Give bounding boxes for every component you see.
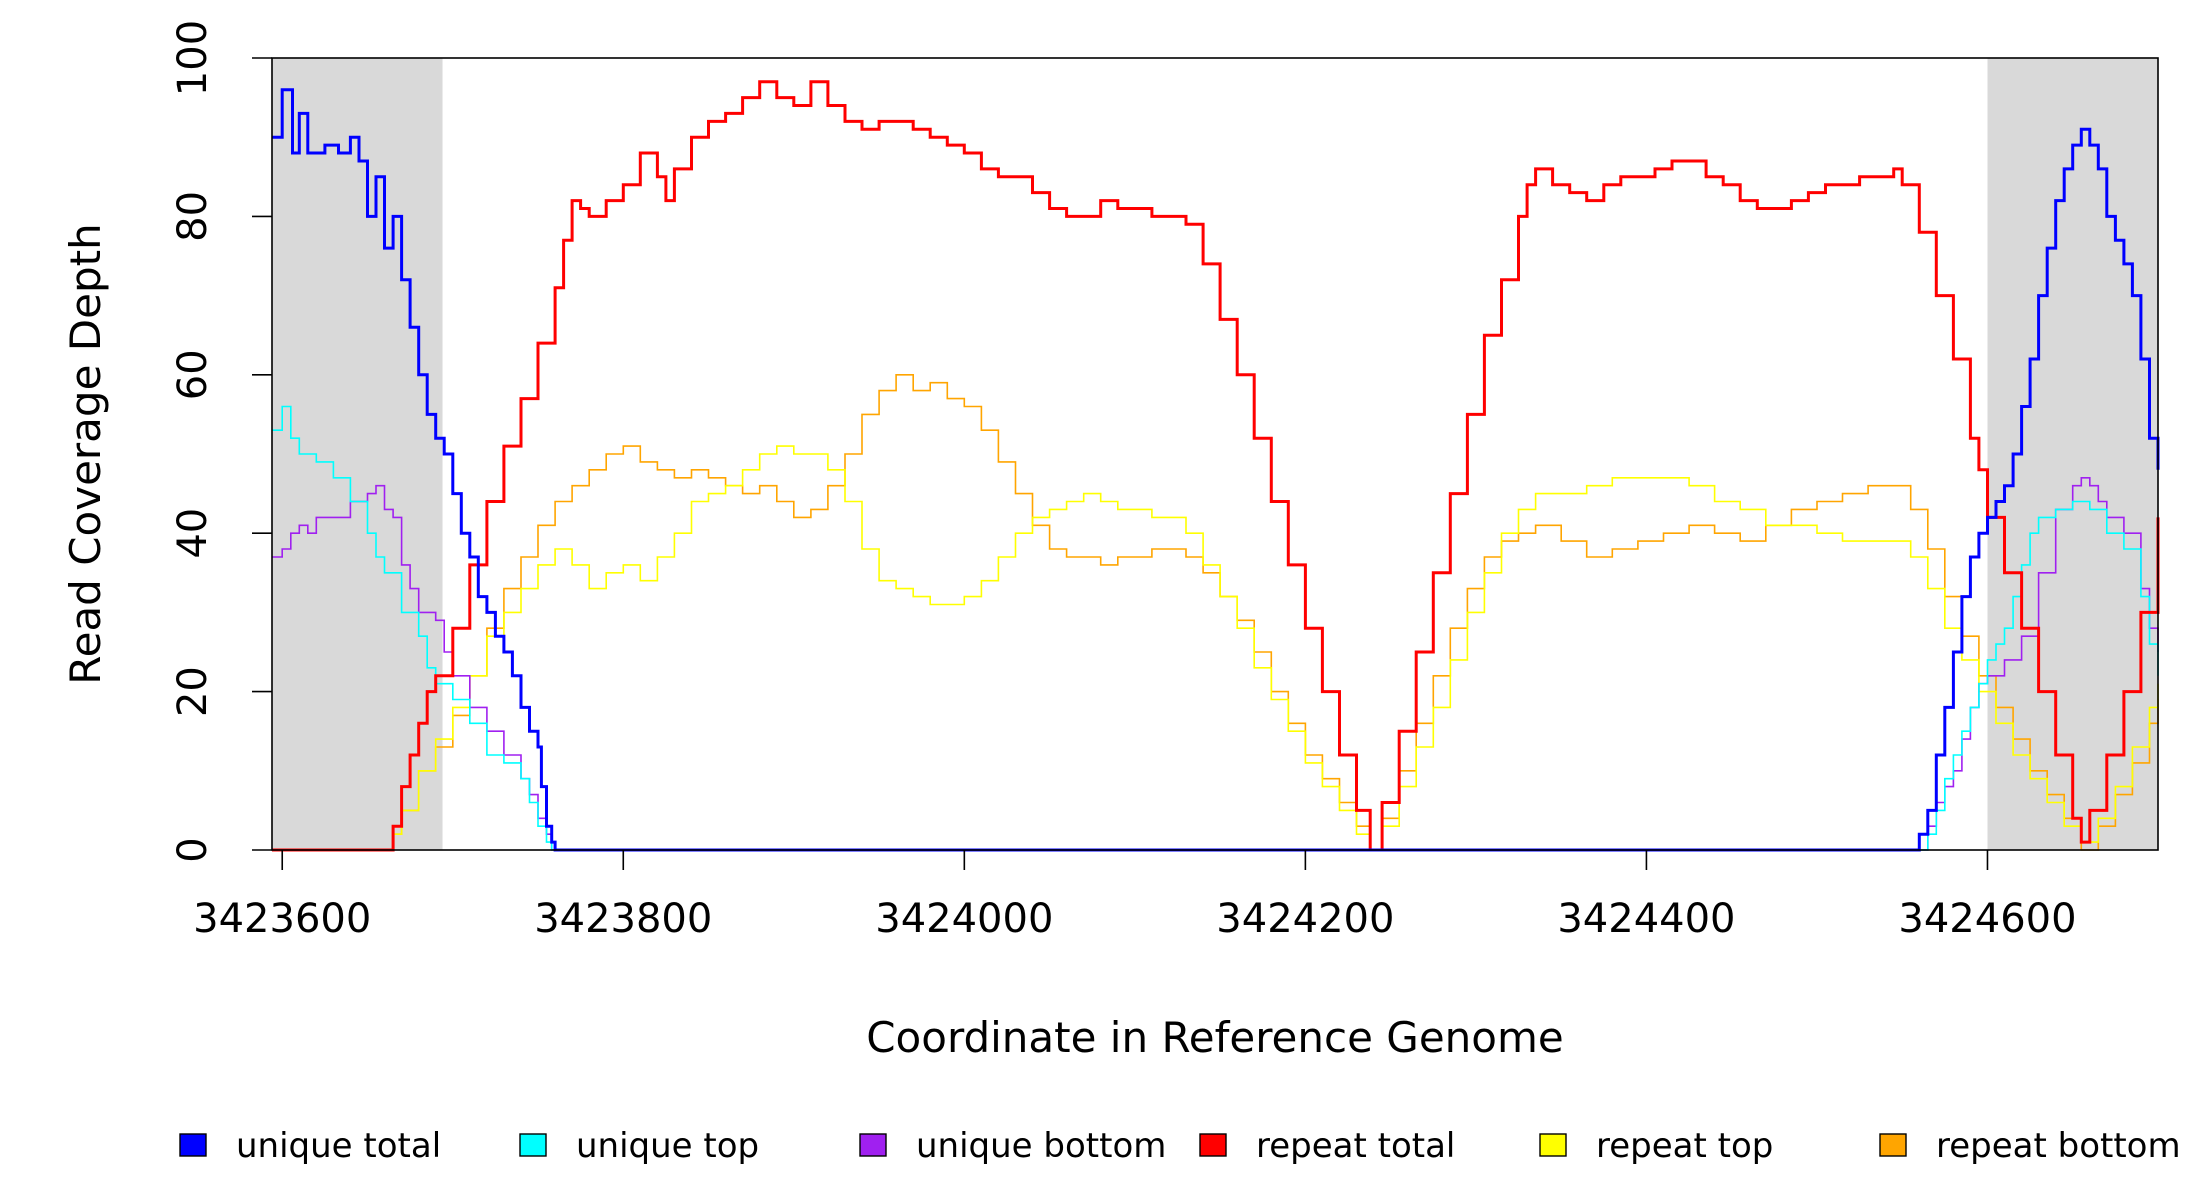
plot-frame bbox=[271, 57, 2159, 851]
x-tick-label: 3423600 bbox=[193, 896, 371, 942]
legend-label: unique top bbox=[576, 1126, 759, 1166]
x-tick-label: 3424400 bbox=[1557, 896, 1735, 942]
legend-swatch bbox=[519, 1133, 547, 1157]
legend-label: repeat bottom bbox=[1936, 1126, 2181, 1166]
y-tick-label: 0 bbox=[170, 837, 216, 862]
series-line-repeat-top bbox=[272, 445, 2159, 851]
legend-swatch bbox=[859, 1133, 887, 1157]
legend-item-repeat-total: repeat total bbox=[1199, 1126, 1455, 1166]
x-tick-label: 3424000 bbox=[875, 896, 1053, 942]
legend-label: repeat top bbox=[1596, 1126, 1773, 1166]
legend: unique total unique top unique bottom repea… bbox=[179, 1126, 2181, 1166]
series-line-repeat-total bbox=[272, 80, 2160, 852]
y-axis-title: Read Coverage Depth bbox=[61, 223, 110, 684]
y-tick-label: 80 bbox=[170, 191, 216, 242]
x-tick-label: 3423800 bbox=[534, 896, 712, 942]
legend-swatch bbox=[1199, 1133, 1227, 1157]
legend-item-unique-total: unique total bbox=[179, 1126, 441, 1166]
y-tick-label: 60 bbox=[170, 349, 216, 400]
legend-item-unique-bottom: unique bottom bbox=[859, 1126, 1166, 1166]
legend-swatch bbox=[1879, 1133, 1907, 1157]
y-axis: 0 20 40 60 80 100 bbox=[170, 20, 272, 863]
x-tick-label: 3424600 bbox=[1898, 896, 2076, 942]
legend-swatch bbox=[179, 1133, 207, 1157]
x-axis-title: Coordinate in Reference Genome bbox=[866, 1013, 1564, 1062]
series-line-unique-bottom bbox=[272, 477, 2159, 851]
y-tick-label: 20 bbox=[170, 666, 216, 717]
legend-item-repeat-top: repeat top bbox=[1539, 1126, 1773, 1166]
legend-label: unique bottom bbox=[916, 1126, 1166, 1166]
legend-label: repeat total bbox=[1256, 1126, 1455, 1166]
legend-swatch bbox=[1539, 1133, 1567, 1157]
legend-item-repeat-bottom: repeat bottom bbox=[1879, 1126, 2181, 1166]
series-line-unique-total bbox=[272, 88, 2160, 852]
x-tick-label: 3424200 bbox=[1216, 896, 1394, 942]
y-tick-label: 100 bbox=[170, 20, 216, 96]
x-axis: 3423600 3423800 3424000 3424200 3424400 34246… bbox=[193, 850, 2077, 942]
shaded-region-1 bbox=[272, 58, 443, 850]
y-tick-label: 40 bbox=[170, 508, 216, 559]
legend-item-unique-top: unique top bbox=[519, 1126, 759, 1166]
legend-label: unique total bbox=[236, 1126, 441, 1166]
